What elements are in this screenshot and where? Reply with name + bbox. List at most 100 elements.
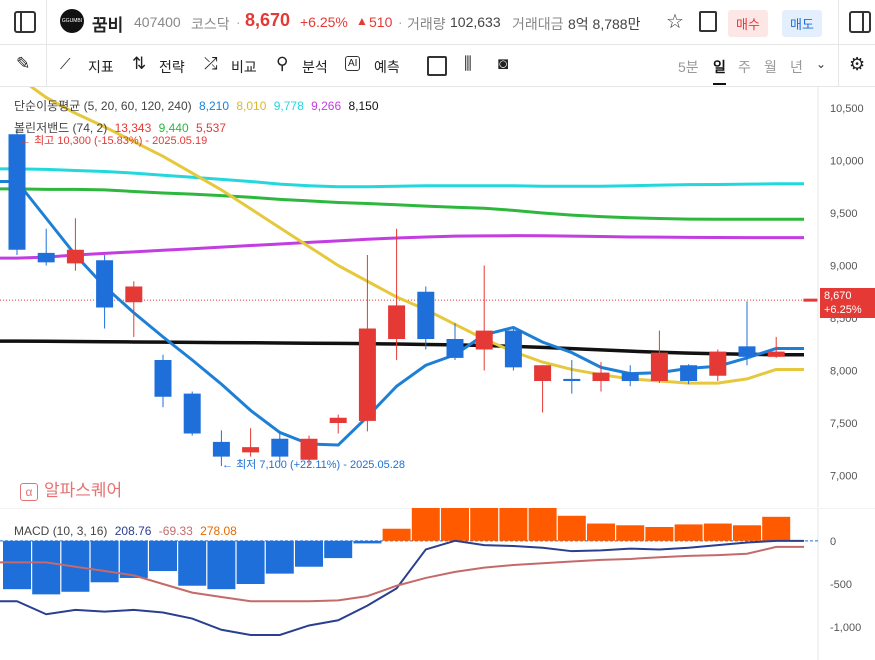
change-amount: 510 [369, 14, 393, 30]
macd-hist-bar [119, 540, 148, 578]
stock-name: 꿈비 [92, 16, 124, 35]
up-triangle-icon: ▲ [356, 14, 368, 28]
macd-hist-bar [557, 515, 586, 541]
ma240-value: 8,150 [348, 99, 379, 113]
macd-hist-bar [324, 540, 353, 559]
current-price: 8,670 [245, 10, 291, 30]
buy-button[interactable]: 매수 [728, 10, 768, 37]
macd-hist-bar [674, 524, 703, 541]
strategy-button[interactable]: 전략 [159, 59, 185, 75]
amount-label: 거래대금 [512, 16, 564, 32]
ma20-value: 8,010 [236, 99, 267, 113]
volume-value: 102,633 [450, 14, 501, 30]
candle-body [446, 339, 464, 358]
macd-legend: MACD (10, 3, 16) 208.76 -69.33 278.08 [14, 524, 237, 538]
candle-body [475, 330, 493, 350]
macd-hist-bar [178, 540, 207, 586]
macd-hist-bar [499, 508, 528, 541]
macd-tick-label: -1,000 [830, 622, 861, 634]
sidebar-toggle-icon[interactable] [14, 11, 36, 33]
candle-icon[interactable]: ⫼ [464, 54, 472, 73]
macd-hist-bar [382, 528, 411, 541]
candle-body [183, 393, 201, 434]
macd-hist-bar [353, 540, 382, 544]
last-price-text: 8,670 [824, 290, 852, 302]
period-5min[interactable]: 5분 [678, 59, 699, 75]
camera-icon[interactable]: ◙ [498, 54, 509, 73]
macd-params: (10, 3, 16) [52, 524, 108, 538]
candle-body [417, 291, 435, 339]
compare-button[interactable]: 비교 [231, 59, 257, 75]
macd-hist-bar [295, 540, 323, 567]
price-chart[interactable]: 10,50010,0009,5009,0008,5008,0007,5007,0… [0, 87, 875, 507]
y-tick-label: 7,000 [830, 471, 858, 483]
period-week[interactable]: 주 [738, 59, 751, 75]
macd-hist-bar [265, 540, 294, 574]
max-price-annotation: ← 최고 10,300 (-15.83%) - 2025.05.19 [20, 135, 208, 147]
candle-body [738, 346, 756, 357]
indicator-button[interactable]: 지표 [88, 59, 114, 75]
ma-legend: 단순이동평균 (5, 20, 60, 120, 240) 8,210 8,010… [14, 97, 379, 114]
candle-body [767, 351, 785, 357]
compare-icon[interactable]: ⤮ [204, 54, 218, 73]
macd-hist-bar [441, 508, 469, 541]
candle-body [212, 441, 230, 457]
macd-hist-bar [703, 523, 732, 541]
header-bar: GGUMBI 꿈비 407400 코스닥 · 8,670 +6.25% ▲ 51… [0, 0, 875, 45]
bb-legend: 볼린저밴드 (74, 2) 13,343 9,440 5,537 [14, 119, 226, 136]
square-icon[interactable] [427, 56, 447, 76]
ma5-line [0, 180, 804, 447]
candle-body [709, 351, 727, 376]
macd-hist-bar [32, 540, 61, 595]
stock-logo: GGUMBI [60, 9, 84, 33]
macd-hist-bar [587, 523, 615, 541]
y-tick-label: 7,500 [830, 418, 858, 430]
ma240-line [0, 339, 804, 357]
period-year[interactable]: 년 [790, 59, 803, 75]
indicator-icon[interactable]: ⟋ [60, 56, 71, 73]
y-tick-label: 8,000 [830, 366, 858, 378]
macd-hist-bar [90, 540, 119, 583]
bollinger-mid-line [0, 187, 804, 221]
panel-toggle-icon[interactable] [849, 11, 871, 33]
candle-body [8, 134, 26, 250]
candle-body [680, 365, 698, 381]
ma120-line [0, 234, 804, 260]
bb-lower-value: 5,537 [195, 121, 227, 135]
candle-body [154, 360, 172, 397]
analysis-icon[interactable]: ⚲ [276, 54, 289, 73]
analysis-button[interactable]: 분석 [302, 59, 328, 75]
signal-line [0, 545, 804, 603]
last-change-text: +6.25% [824, 304, 862, 316]
macd-hist-bar [470, 508, 499, 541]
star-icon[interactable]: ☆ [666, 11, 684, 33]
ma60-line [0, 167, 804, 189]
period-day[interactable]: 일 [713, 57, 726, 85]
candle-body [96, 260, 114, 308]
macd-tick-label: 0 [830, 536, 836, 548]
clipboard-icon[interactable] [699, 11, 717, 32]
macd-hist-bar [411, 508, 440, 541]
gear-icon[interactable]: ⚙ [849, 54, 866, 74]
candle-body [621, 372, 639, 381]
macd-hist-bar [762, 516, 791, 541]
volume-label: 거래량 [407, 16, 446, 32]
predict-button[interactable]: 예측 [374, 59, 400, 75]
sell-button[interactable]: 매도 [782, 10, 822, 37]
candle-body [592, 372, 610, 381]
pencil-icon[interactable]: ✎ [16, 54, 31, 73]
macd-value: 208.76 [114, 524, 152, 538]
macd-chart[interactable]: 0 -500 -1,000 [0, 508, 875, 660]
market-name: 코스닥 [191, 16, 230, 32]
macd-tick-label: -500 [830, 579, 852, 591]
strategy-icon[interactable]: ⇅ [132, 54, 147, 73]
period-month[interactable]: 월 [764, 59, 777, 75]
macd-line [0, 539, 804, 636]
ai-chip-icon[interactable]: AI [345, 56, 361, 71]
macd-hist-bar [3, 540, 31, 590]
candle-body [329, 417, 347, 423]
macd-title: MACD [14, 524, 50, 538]
chevron-down-icon[interactable]: ⌄ [816, 57, 827, 71]
candle-body [271, 438, 289, 457]
ma5-value: 8,210 [199, 99, 230, 113]
